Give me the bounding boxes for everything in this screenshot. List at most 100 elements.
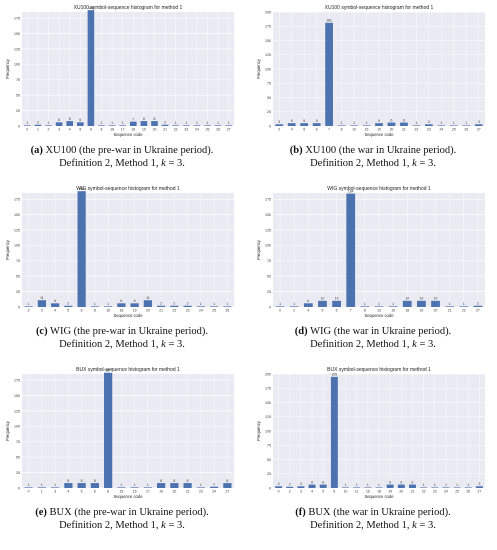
caption-k-symbol: k	[412, 339, 417, 350]
bar	[24, 487, 33, 488]
y-tick-label: 175	[14, 197, 20, 201]
x-tick-label: 19	[142, 128, 146, 132]
bar	[346, 193, 356, 307]
bar	[387, 122, 396, 126]
plot-area	[22, 193, 234, 307]
caption-k-symbol: k	[161, 158, 166, 169]
y-tick-label: 150	[265, 213, 271, 217]
caption-line-2: Definition 2, Method 1,	[59, 520, 162, 531]
bar-value-label: 5	[378, 119, 380, 123]
y-axis-label: Frequency	[256, 239, 261, 260]
bar-value-label: 1	[463, 302, 465, 306]
bar	[170, 305, 179, 307]
bar	[332, 300, 341, 307]
bar	[117, 303, 126, 307]
bar	[475, 486, 483, 488]
caption-letter: (f)	[295, 507, 306, 518]
bar	[104, 372, 113, 488]
bar-value-label: 8	[226, 479, 228, 483]
x-tick-label: 18	[405, 309, 409, 313]
bar-value-label: 184	[348, 189, 354, 193]
x-tick-label: 25	[206, 128, 210, 132]
x-tick-label: 24	[439, 128, 443, 132]
bar	[342, 487, 349, 488]
x-axis-label: Sequence code	[364, 313, 394, 318]
y-tick-label: 0	[269, 305, 271, 309]
x-tick-label: 26	[225, 309, 229, 313]
bar	[210, 306, 219, 307]
y-tick-label: 150	[14, 32, 20, 36]
x-tick-label: 20	[172, 490, 176, 494]
bar	[312, 123, 321, 126]
bar-value-label: 8	[154, 117, 156, 121]
bar-value-label: 1	[48, 121, 50, 125]
bar-value-label: 2	[173, 302, 175, 306]
x-tick-label: 27	[227, 128, 231, 132]
bar-value-label: 6	[54, 299, 56, 303]
x-tick-label: 4	[69, 128, 71, 132]
y-tick-label: 0	[18, 124, 20, 128]
bar-value-label: 10	[321, 297, 325, 301]
bar-value-label: 181	[326, 19, 332, 23]
bar	[143, 300, 152, 307]
bar-value-label: 2	[67, 302, 69, 306]
y-tick-label: 50	[267, 96, 271, 100]
bar-value-label: 10	[405, 297, 409, 301]
caption-k-value: = 3.	[416, 158, 436, 169]
bar-value-label: 5	[316, 119, 318, 123]
bar	[289, 306, 299, 307]
x-tick-label: 4	[67, 490, 69, 494]
caption-letter: (a)	[30, 145, 43, 156]
bar	[151, 121, 158, 126]
bar	[417, 300, 426, 307]
bar-value-label: 1	[200, 483, 202, 487]
bar	[51, 303, 60, 307]
bar	[397, 484, 405, 488]
y-tick-label: 50	[267, 274, 271, 278]
bar-value-label: 2	[37, 121, 39, 125]
bar-value-label: 1	[453, 121, 455, 125]
bar	[37, 300, 46, 307]
bar-value-label: 188	[79, 187, 85, 191]
bar-value-label: 1	[440, 121, 442, 125]
y-tick-label: 50	[16, 93, 20, 97]
bar	[337, 125, 346, 126]
x-tick-label: 6	[316, 128, 318, 132]
bar	[431, 300, 440, 307]
bar	[445, 306, 455, 307]
bar	[140, 121, 148, 126]
y-axis-label: Frequency	[5, 420, 10, 441]
histogram-e: 0 25 50 75 100 125 150 175 1 0 1 1 1 3 8 4 8 5 8 6 187 8 1 15 1 1…	[5, 367, 234, 499]
x-tick-label: 6	[90, 128, 92, 132]
chart-title: XU100 symbol-sequence histogram for meth…	[74, 5, 183, 11]
y-tick-label: 25	[16, 471, 20, 475]
x-tick-label: 25	[452, 128, 456, 132]
histogram-f: 0255075100125150175200302233646519561101…	[256, 367, 485, 499]
x-axis-label: Sequence code	[364, 132, 394, 137]
bar-value-label: 1	[213, 302, 215, 306]
x-tick-label: 0	[279, 309, 281, 313]
bar-value-label: 1	[134, 483, 136, 487]
x-tick-label: 16	[391, 309, 395, 313]
x-tick-label: 3	[41, 309, 43, 313]
bar	[34, 124, 42, 126]
bar-value-label: 1	[147, 483, 149, 487]
bar-value-label: 8	[143, 117, 145, 121]
bar	[275, 124, 284, 126]
y-tick-label: 175	[265, 25, 271, 29]
x-tick-label: 23	[427, 128, 431, 132]
bar	[183, 305, 192, 307]
caption-line-1: XU100 (the pre-war in Ukraine period).	[45, 145, 214, 156]
x-tick-label: 8	[341, 128, 343, 132]
bar	[431, 487, 439, 488]
bar-value-label: 1	[279, 302, 281, 306]
x-tick-label: 17	[121, 128, 125, 132]
x-tick-label: 23	[186, 309, 190, 313]
x-tick-label: 25	[455, 490, 459, 494]
y-axis-label: Frequency	[256, 420, 261, 441]
y-tick-label: 50	[267, 458, 271, 462]
bar	[143, 487, 152, 488]
bar-value-label: 3	[428, 120, 430, 124]
caption-letter: (c)	[35, 326, 48, 337]
bar-value-label: 1	[26, 121, 28, 125]
